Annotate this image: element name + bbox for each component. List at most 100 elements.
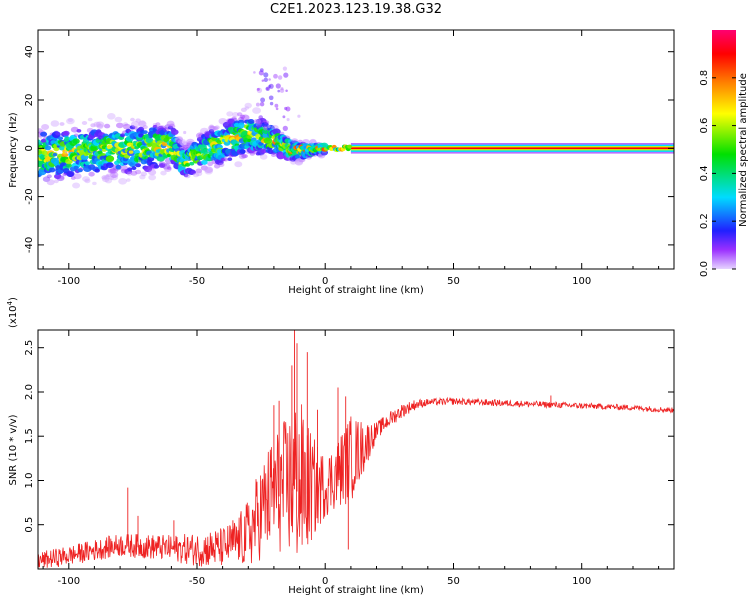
spectrogram-cell <box>182 144 190 150</box>
spectrogram-cell <box>294 159 303 166</box>
spectrogram-cell <box>138 120 147 127</box>
spectrogram-cell <box>256 87 260 91</box>
spectrogram-cell <box>124 132 130 137</box>
spectrogram-cell <box>104 177 113 184</box>
spectrogram-cell <box>163 127 170 133</box>
spectrogram-cell <box>130 121 140 128</box>
y-tick-label: 40 <box>24 45 35 58</box>
spectrogram-cell <box>40 138 47 143</box>
spectrogram-cell <box>285 89 288 93</box>
spectrogram-cell <box>158 163 166 168</box>
spectrogram-cell <box>87 117 93 122</box>
snr-y-scale-label: (x104) <box>6 297 19 328</box>
spectrogram-cell <box>105 155 114 163</box>
spectrogram-cell <box>204 166 213 173</box>
spectrogram-cell <box>241 114 250 121</box>
spectrogram-cell <box>284 106 288 111</box>
spectrogram-cell <box>263 72 269 78</box>
spectrogram-cell <box>148 169 157 176</box>
spectrogram-cell <box>94 168 100 173</box>
spectrogram-cell <box>143 165 153 173</box>
spectrogram-cell <box>96 129 102 133</box>
spectrogram-cell <box>48 167 56 173</box>
spectrogram-cell <box>175 137 183 143</box>
spectrogram-cell <box>252 107 261 114</box>
spectrogram-cell <box>184 173 191 179</box>
spectrogram-cell <box>282 66 288 71</box>
spectrogram-cell <box>96 123 104 129</box>
spectrogram-cell <box>266 87 269 91</box>
spectrogram-cell <box>179 140 187 146</box>
spectrogram-cell <box>109 168 117 174</box>
spectrogram-cell <box>261 79 265 82</box>
spectrogram-cell <box>139 120 146 126</box>
spectrogram-cell <box>162 163 171 170</box>
colorbar: 0.0 0.2 0.4 0.6 0.8 Normalized spectral ampl… <box>699 30 749 277</box>
spectrogram-cell <box>166 120 175 127</box>
spectrogram-cell <box>220 157 226 162</box>
spectrogram-cell <box>116 122 124 129</box>
spectrogram-cell <box>290 160 297 165</box>
spectrogram-cell <box>76 129 82 133</box>
spectrogram-cell <box>181 144 188 150</box>
spectrogram-cell <box>110 170 116 175</box>
spectrogram-cell <box>52 152 58 157</box>
colorbar-tick-label: 0.6 <box>699 118 710 134</box>
spectrogram-cell <box>90 145 99 152</box>
spectrogram-cell <box>115 165 122 170</box>
spectrogram-cell <box>214 125 220 130</box>
spectrogram-cell <box>131 166 137 171</box>
spectrogram-cell <box>59 122 65 126</box>
spectrogram-cell <box>242 154 248 159</box>
spectrogram-cell <box>231 116 237 120</box>
spectrogram-cell <box>294 155 301 159</box>
spectrogram-cell <box>263 77 269 83</box>
spectrogram-cell <box>207 125 216 131</box>
spectrogram-cell <box>239 114 246 119</box>
spectrogram-cell <box>160 170 167 176</box>
spectrogram-cell <box>273 73 278 79</box>
snr-x-label: Height of straight line (km) <box>288 585 424 596</box>
spectrogram-cell <box>263 137 273 144</box>
spectrogram-cell <box>282 125 288 132</box>
y-tick-label: -20 <box>24 188 35 204</box>
colorbar-tick-label: 0.4 <box>699 165 710 181</box>
spectrogram-cell <box>41 150 49 156</box>
spectrogram-cell <box>259 101 265 107</box>
x-tick-label: 100 <box>572 576 591 587</box>
spectrogram-cell <box>102 176 110 183</box>
spectrogram-cell <box>186 142 192 147</box>
chart-title: C2E1.2023.123.19.38.G32 <box>269 2 443 17</box>
spectrogram-cell <box>66 163 72 168</box>
colorbar-label: Normalized spectral amplitude <box>738 73 749 227</box>
spectrogram-cell <box>135 163 142 168</box>
spectrogram-cell <box>294 158 304 165</box>
spectrogram-cell <box>212 126 219 131</box>
y-tick-label: 20 <box>24 94 35 107</box>
snr-frame <box>37 329 675 570</box>
spectrogram-cell <box>155 122 161 127</box>
x-tick-label: 0 <box>322 276 328 287</box>
spectrogram-cell <box>224 156 228 160</box>
spectrogram-cell <box>44 145 52 151</box>
x-tick-label: -50 <box>189 576 205 587</box>
spectrogram-cell <box>79 167 84 171</box>
spectrogram-cell <box>118 178 127 185</box>
spectrogram-cell <box>267 124 271 129</box>
spectrogram-cell <box>255 102 260 107</box>
spectrogram-cell <box>38 139 41 144</box>
spectrogram-cell <box>148 174 157 181</box>
spectrogram-cell <box>249 151 256 156</box>
spectrogram-cell <box>123 123 131 130</box>
snr-series-line <box>38 396 674 568</box>
spectrogram-cell <box>104 123 111 129</box>
spectrogram-cell <box>110 171 119 178</box>
spectrogram-heatmap <box>38 66 674 189</box>
spectrogram-cell <box>84 178 91 184</box>
spectrogram-cell <box>104 175 110 179</box>
spectrogram-cell <box>66 117 75 125</box>
y-tick-label: 2.0 <box>24 384 35 400</box>
spectrogram-cell <box>177 138 187 145</box>
spectrogram-cell <box>40 131 48 137</box>
spectrogram-cell <box>73 173 82 180</box>
